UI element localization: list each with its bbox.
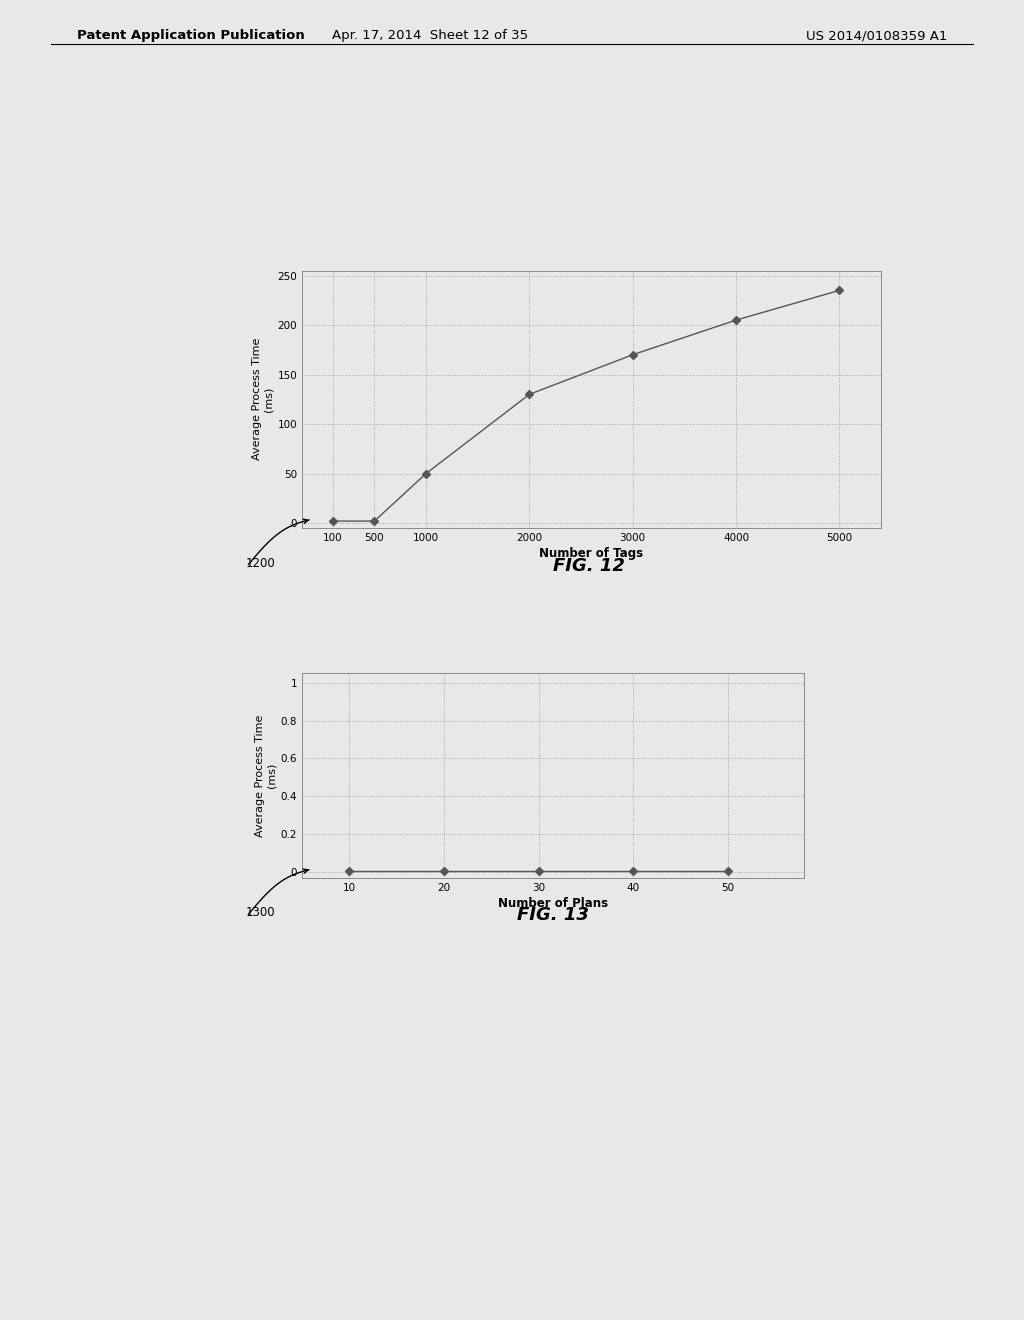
Text: US 2014/0108359 A1: US 2014/0108359 A1 — [806, 29, 947, 42]
Text: 1200: 1200 — [246, 557, 275, 570]
Y-axis label: Average Process Time
(ms): Average Process Time (ms) — [255, 714, 276, 837]
Text: FIG. 12: FIG. 12 — [553, 557, 625, 576]
X-axis label: Number of Tags: Number of Tags — [540, 546, 643, 560]
Text: Apr. 17, 2014  Sheet 12 of 35: Apr. 17, 2014 Sheet 12 of 35 — [332, 29, 528, 42]
Text: 1300: 1300 — [246, 906, 275, 919]
Text: FIG. 13: FIG. 13 — [517, 906, 589, 924]
X-axis label: Number of Plans: Number of Plans — [498, 896, 608, 909]
Y-axis label: Average Process Time
(ms): Average Process Time (ms) — [252, 338, 273, 461]
Text: Patent Application Publication: Patent Application Publication — [77, 29, 304, 42]
